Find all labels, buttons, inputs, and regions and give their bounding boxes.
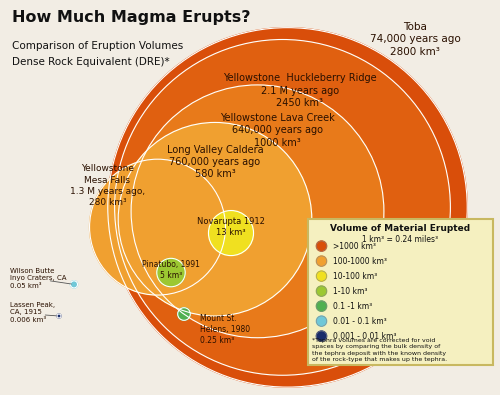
Ellipse shape: [316, 331, 326, 341]
Text: 0.01 - 0.1 km³: 0.01 - 0.1 km³: [332, 317, 386, 325]
Ellipse shape: [70, 281, 78, 288]
Ellipse shape: [316, 241, 326, 251]
Ellipse shape: [90, 159, 226, 295]
Ellipse shape: [208, 211, 254, 256]
Ellipse shape: [316, 301, 326, 311]
Text: Novarupta 1912
13 km³: Novarupta 1912 13 km³: [197, 217, 265, 237]
Text: 1-10 km³: 1-10 km³: [332, 287, 367, 295]
Text: *Tephra volumes are corrected for void
spaces by comparing the bulk density of
t: *Tephra volumes are corrected for void s…: [312, 338, 446, 362]
Ellipse shape: [157, 258, 185, 287]
Text: Yellowstone  Huckleberry Ridge
2.1 M years ago
2450 km³: Yellowstone Huckleberry Ridge 2.1 M year…: [223, 73, 377, 108]
Text: Long Valley Caldera
760,000 years ago
580 km³: Long Valley Caldera 760,000 years ago 58…: [166, 145, 264, 179]
Text: >1000 km³: >1000 km³: [332, 242, 376, 250]
Ellipse shape: [316, 256, 326, 266]
Ellipse shape: [131, 85, 384, 338]
Text: Comparison of Eruption Volumes: Comparison of Eruption Volumes: [12, 41, 184, 51]
Text: 10-100 km³: 10-100 km³: [332, 272, 377, 280]
Ellipse shape: [178, 308, 190, 320]
Ellipse shape: [316, 271, 326, 281]
Text: Volume of Material Erupted: Volume of Material Erupted: [330, 224, 470, 233]
Text: 0.1 -1 km³: 0.1 -1 km³: [332, 302, 372, 310]
Text: How Much Magma Erupts?: How Much Magma Erupts?: [12, 10, 251, 25]
Text: Pinatubo, 1991
5 km³: Pinatubo, 1991 5 km³: [142, 260, 200, 280]
Text: 0.001 - 0.01 km³: 0.001 - 0.01 km³: [332, 332, 396, 340]
Ellipse shape: [316, 316, 326, 326]
Ellipse shape: [57, 314, 61, 318]
Text: Mount St.
Helens, 1980
0.25 km³: Mount St. Helens, 1980 0.25 km³: [200, 314, 250, 345]
Ellipse shape: [118, 122, 312, 316]
Text: Yellowstone
Mesa Falls
1.3 M years ago,
280 km³: Yellowstone Mesa Falls 1.3 M years ago, …: [70, 164, 145, 207]
Ellipse shape: [114, 40, 450, 375]
Text: Wilson Butte
Inyo Craters, CA
0.05 km³: Wilson Butte Inyo Craters, CA 0.05 km³: [10, 268, 66, 289]
Ellipse shape: [108, 28, 467, 387]
Ellipse shape: [316, 286, 326, 296]
Text: Yellowstone Lava Creek
640,000 years ago
1000 km³: Yellowstone Lava Creek 640,000 years ago…: [220, 113, 335, 148]
FancyBboxPatch shape: [308, 219, 492, 365]
Text: 1 km³ = 0.24 miles³: 1 km³ = 0.24 miles³: [362, 235, 438, 244]
Text: Lassen Peak,
CA, 1915
0.006 km³: Lassen Peak, CA, 1915 0.006 km³: [10, 301, 55, 323]
Text: Toba
74,000 years ago
2800 km³: Toba 74,000 years ago 2800 km³: [370, 22, 460, 57]
Text: Dense Rock Equivalent (DRE)*: Dense Rock Equivalent (DRE)*: [12, 57, 170, 67]
Text: 100-1000 km³: 100-1000 km³: [332, 257, 386, 265]
